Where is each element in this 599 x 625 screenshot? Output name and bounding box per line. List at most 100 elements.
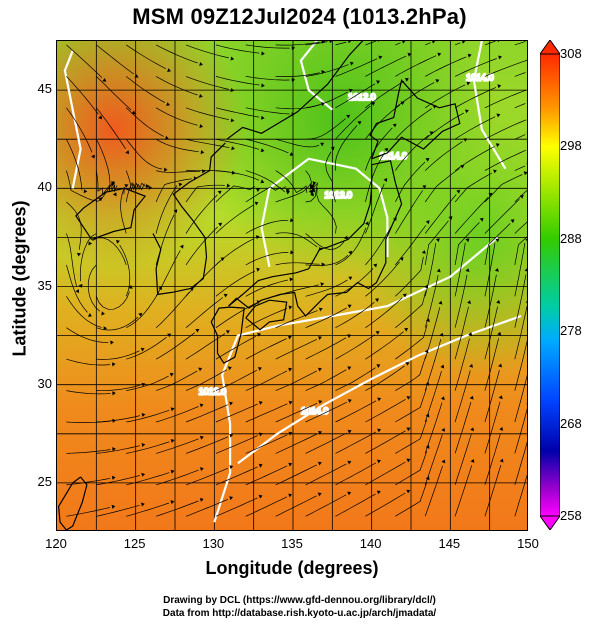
streamline-arrowhead — [439, 332, 444, 337]
streamline — [185, 76, 229, 90]
streamline — [425, 84, 466, 109]
streamline — [155, 178, 192, 203]
y-axis-label: Latitude (degrees) — [9, 200, 30, 357]
streamline — [395, 190, 423, 234]
streamline-arrowhead — [422, 185, 427, 189]
streamline-arrowhead — [138, 312, 143, 317]
streamline — [66, 449, 111, 454]
streamline-arrowhead — [317, 367, 322, 372]
streamline-arrowhead — [440, 364, 445, 369]
streamline — [96, 504, 140, 517]
streamline-arrowhead — [288, 431, 293, 436]
colorbar-top-arrow — [539, 39, 561, 55]
streamline-arrowhead — [258, 463, 263, 468]
streamline — [484, 306, 498, 360]
streamline-arrowhead — [463, 138, 468, 142]
streamline — [66, 233, 78, 287]
streamline — [305, 494, 347, 517]
streamline — [454, 465, 473, 517]
streamline-arrowhead — [318, 430, 322, 435]
streamline — [514, 41, 526, 46]
streamline — [126, 375, 169, 391]
streamline-arrowhead — [111, 362, 116, 367]
streamline-arrowhead — [329, 41, 333, 44]
streamline — [66, 139, 83, 191]
streamline — [514, 474, 527, 517]
streamline — [126, 502, 170, 517]
isobar-line — [472, 41, 507, 170]
streamline-arrowhead — [98, 115, 103, 120]
streamline — [424, 168, 460, 203]
streamline-arrowhead — [318, 400, 323, 404]
streamline — [215, 138, 260, 150]
streamline — [125, 138, 163, 170]
streamline — [275, 310, 318, 329]
streamline-arrowhead — [227, 366, 232, 371]
streamline — [484, 433, 501, 486]
coastline — [75, 187, 147, 240]
streamline — [215, 270, 256, 297]
streamline-arrowhead — [377, 397, 382, 402]
streamline-arrowhead — [141, 382, 146, 387]
streamline-arrowhead — [402, 293, 407, 298]
streamline — [155, 214, 175, 265]
streamline — [66, 76, 99, 115]
streamline — [335, 105, 371, 140]
x-axis-label: Longitude (degrees) — [205, 558, 379, 578]
streamline — [126, 44, 167, 70]
streamline — [454, 433, 472, 486]
isobar-label: 1012.0 — [348, 92, 376, 102]
streamline — [79, 233, 97, 282]
streamline — [245, 308, 288, 329]
streamline — [305, 91, 348, 109]
streamline — [305, 41, 328, 46]
streamline-arrowhead — [256, 267, 261, 272]
streamline-arrowhead — [258, 367, 262, 371]
streamline — [395, 324, 428, 360]
streamline — [185, 369, 227, 391]
streamline-arrowhead — [378, 41, 380, 42]
streamline — [96, 350, 140, 360]
streamline-arrowhead — [318, 307, 323, 312]
x-tick-label: 130 — [202, 536, 225, 551]
streamline — [305, 337, 347, 360]
streamline-arrowhead — [376, 364, 381, 368]
streamline — [484, 119, 527, 140]
streamline-arrowhead — [347, 491, 352, 496]
streamline-arrowhead — [371, 102, 376, 106]
streamline — [245, 496, 288, 517]
streamline — [325, 151, 336, 203]
streamline-arrowhead — [436, 268, 441, 273]
streamline — [365, 461, 406, 486]
streamline — [335, 267, 374, 297]
streamline — [454, 222, 480, 265]
streamline — [514, 242, 526, 297]
streamline — [120, 187, 127, 234]
streamline — [454, 402, 472, 454]
streamline — [305, 118, 346, 140]
streamline — [335, 227, 367, 266]
streamline-arrowhead — [112, 447, 116, 452]
streamline — [275, 338, 317, 360]
streamline — [365, 430, 406, 454]
streamline-arrowhead — [229, 433, 234, 438]
chart-title: MSM 09Z12Jul2024 (1013.2hPa) — [132, 4, 467, 29]
streamline-arrowhead — [230, 56, 235, 61]
streamline-arrowhead — [527, 41, 528, 43]
map-panel: 1014.0 1012.0 1013.0 1012.0 1014.0 1014.0 — [56, 40, 528, 531]
streamline — [365, 183, 385, 234]
streamline-arrowhead — [169, 372, 174, 377]
streamline-arrowhead — [258, 401, 263, 405]
streamline — [484, 223, 511, 265]
streamline — [305, 233, 345, 250]
credits: Drawing by DCL (https://www.gfd-dennou.o… — [0, 594, 599, 620]
streamline-arrowhead — [495, 143, 500, 148]
streamline — [454, 42, 461, 46]
streamline — [365, 492, 406, 517]
streamline — [185, 107, 230, 121]
streamline-arrowhead — [87, 313, 92, 317]
streamline — [66, 358, 111, 366]
streamline-arrowhead — [392, 123, 397, 128]
streamline — [185, 498, 229, 517]
streamline-arrowhead — [308, 189, 313, 194]
